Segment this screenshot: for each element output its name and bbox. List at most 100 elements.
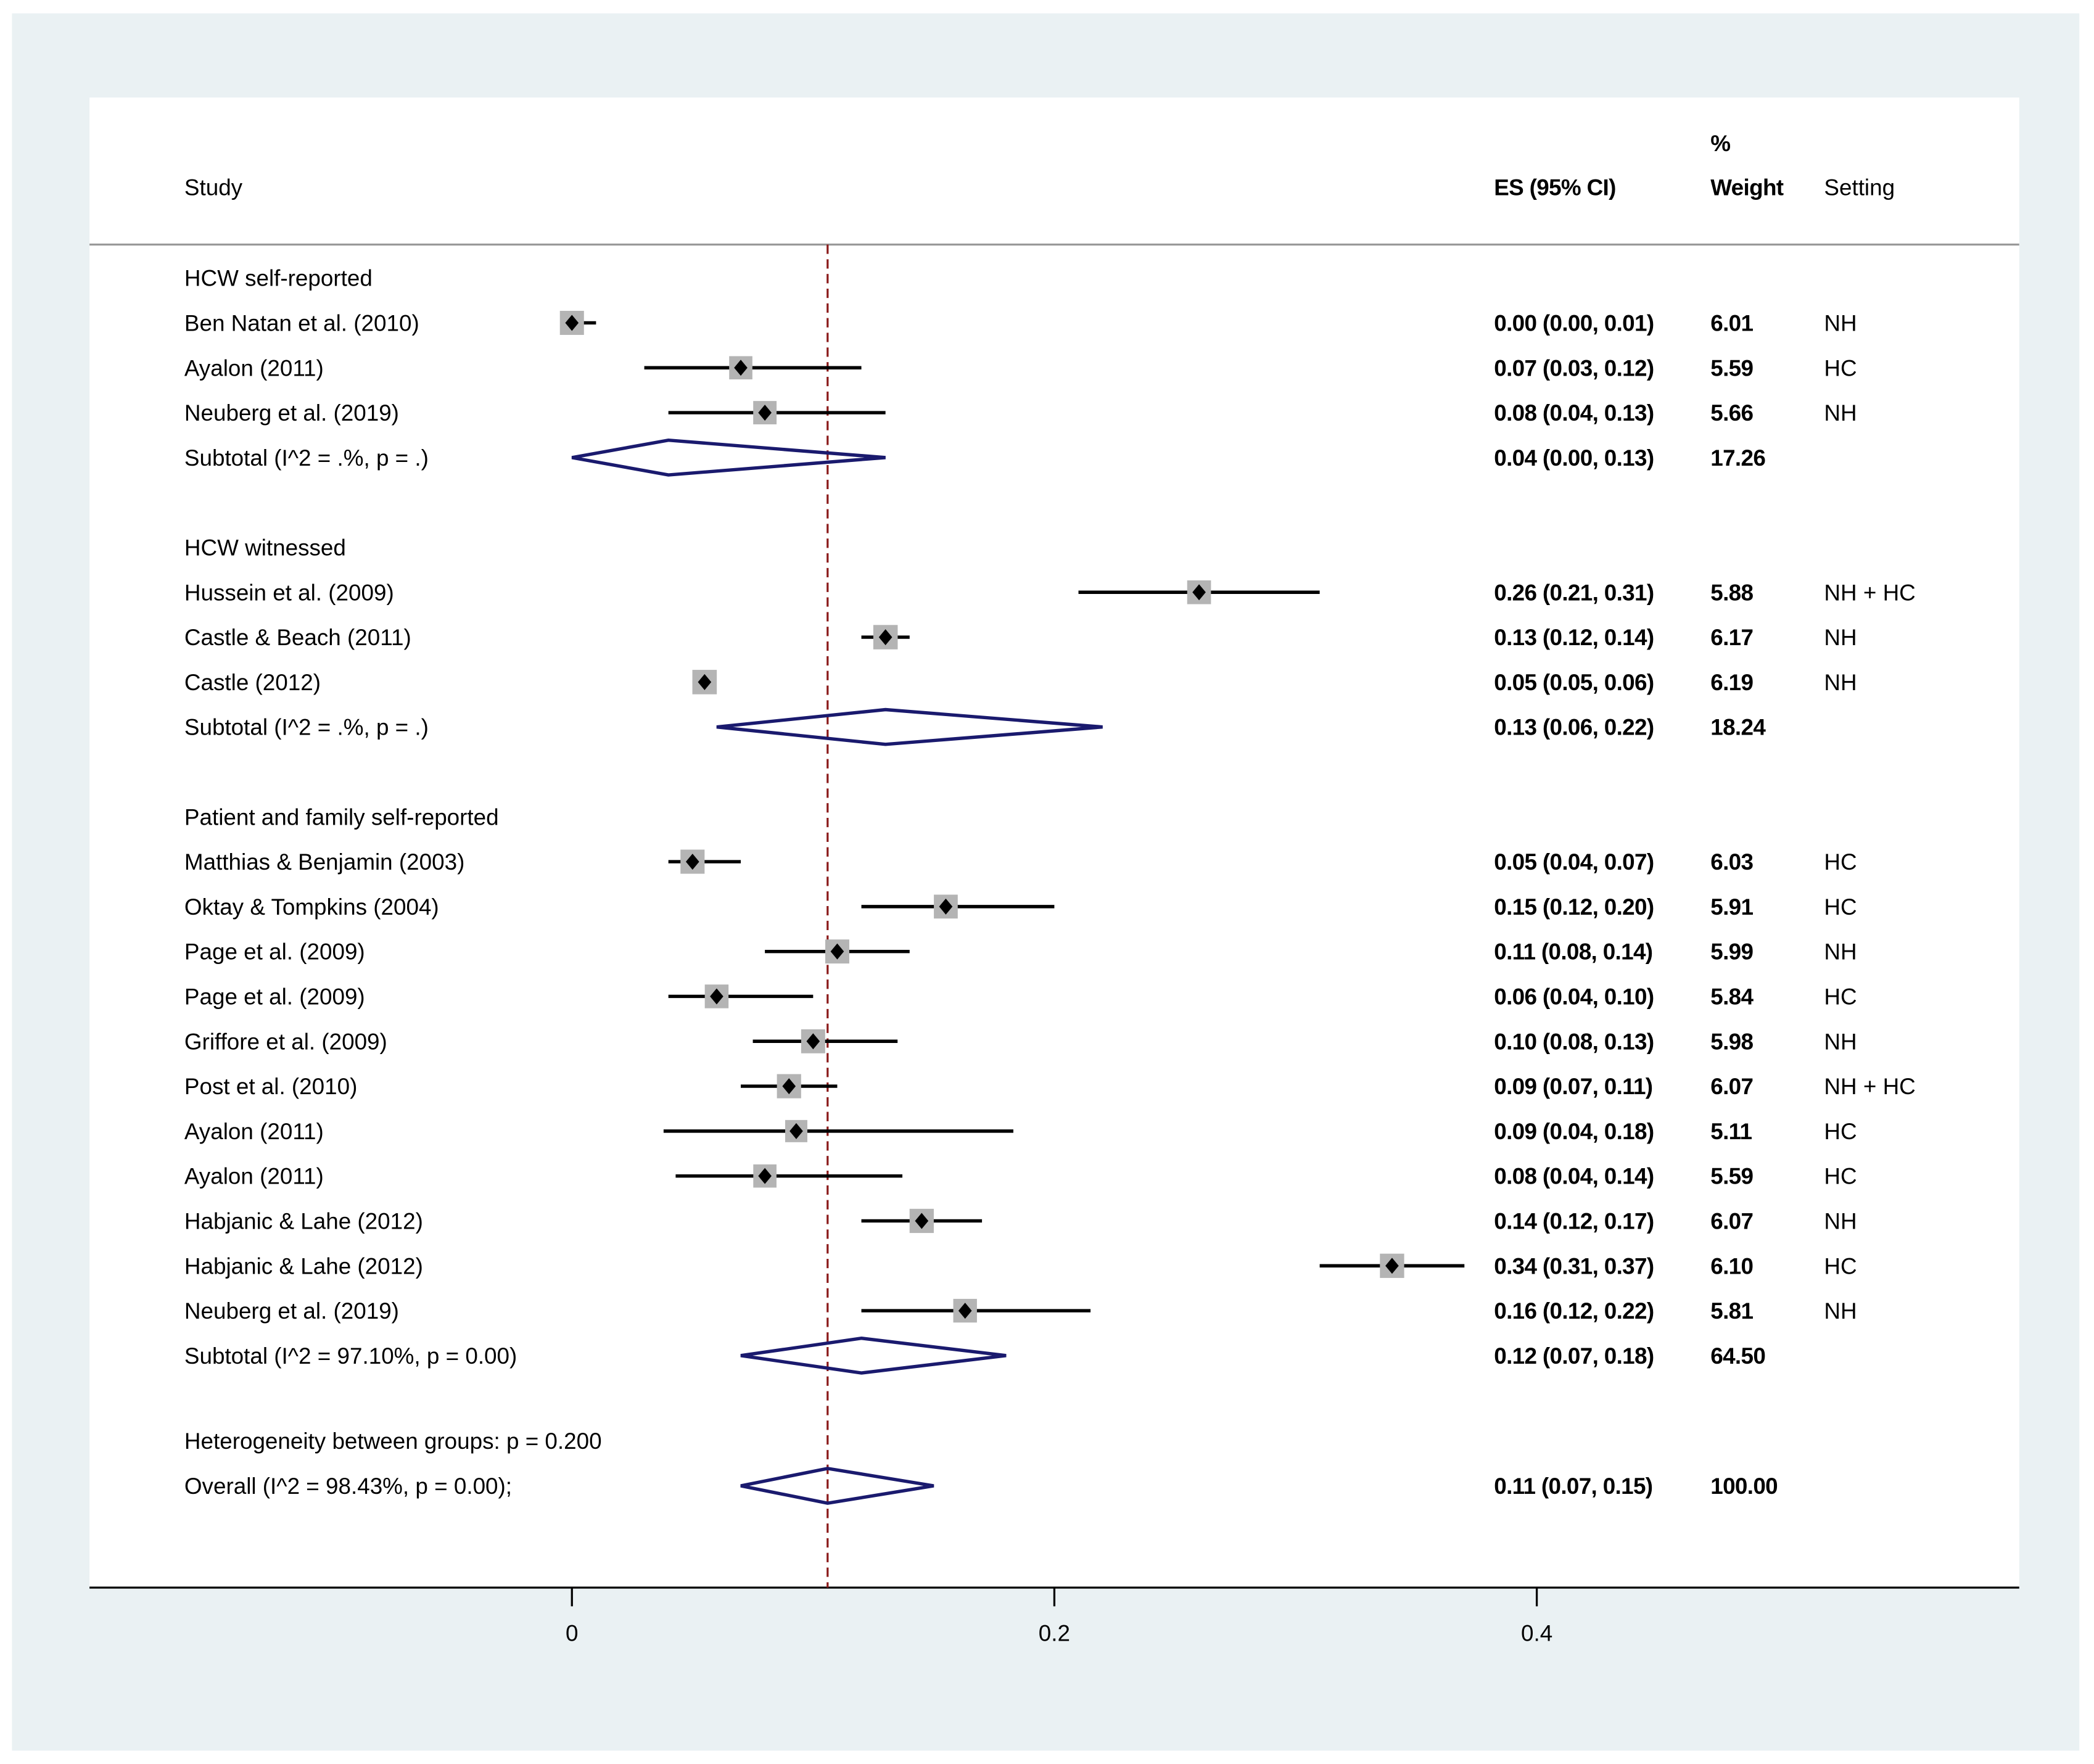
study-label: Ayalon (2011) xyxy=(184,1119,324,1144)
es-ci-text: 0.05 (0.04, 0.07) xyxy=(1494,849,1654,875)
es-ci-text: 0.16 (0.12, 0.22) xyxy=(1494,1298,1654,1324)
es-ci-text: 0.26 (0.21, 0.31) xyxy=(1494,580,1654,605)
setting-text: HC xyxy=(1824,1119,1857,1144)
x-tick-label: 0 xyxy=(566,1621,578,1646)
es-ci-text: 0.06 (0.04, 0.10) xyxy=(1494,984,1654,1009)
point-estimate xyxy=(685,854,699,870)
group-label: HCW witnessed xyxy=(184,535,346,560)
study-label: Matthias & Benjamin (2003) xyxy=(184,849,464,875)
es-ci-text: 0.12 (0.07, 0.18) xyxy=(1494,1343,1654,1369)
weight-text: 5.84 xyxy=(1710,984,1754,1009)
x-tick-label: 0.4 xyxy=(1521,1621,1552,1646)
subtotal-diamond xyxy=(571,438,886,477)
header-weight: Weight xyxy=(1710,175,1784,200)
es-ci-text: 0.15 (0.12, 0.20) xyxy=(1494,894,1654,920)
weight-text: 5.59 xyxy=(1710,355,1753,381)
weight-text: 5.59 xyxy=(1710,1164,1753,1189)
setting-text: NH xyxy=(1824,1298,1857,1324)
es-ci-text: 0.04 (0.00, 0.13) xyxy=(1494,445,1654,471)
setting-text: HC xyxy=(1824,1164,1857,1189)
point-estimate xyxy=(806,1033,820,1050)
weight-text: 64.50 xyxy=(1710,1343,1765,1369)
es-ci-text: 0.07 (0.03, 0.12) xyxy=(1494,355,1654,381)
study-label: Ayalon (2011) xyxy=(184,1164,324,1189)
point-estimate xyxy=(789,1123,803,1139)
study-label: Habjanic & Lahe (2012) xyxy=(184,1253,423,1279)
setting-text: HC xyxy=(1824,894,1857,920)
setting-text: HC xyxy=(1824,849,1857,875)
setting-text: NH xyxy=(1824,1208,1857,1234)
setting-text: NH + HC xyxy=(1824,580,1915,605)
es-ci-text: 0.05 (0.05, 0.06) xyxy=(1494,670,1654,695)
setting-text: NH xyxy=(1824,1029,1857,1054)
study-label: Hussein et al. (2009) xyxy=(184,580,394,605)
header-es: ES (95% CI) xyxy=(1494,175,1616,200)
study-label: Post et al. (2010) xyxy=(184,1074,357,1099)
subtotal-label: Subtotal (I^2 = 97.10%, p = 0.00) xyxy=(184,1343,517,1369)
study-label: Ben Natan et al. (2010) xyxy=(184,310,419,336)
weight-text: 6.03 xyxy=(1710,849,1753,875)
header-setting: Setting xyxy=(1824,175,1895,200)
es-ci-text: 0.11 (0.08, 0.14) xyxy=(1494,939,1652,965)
es-ci-text: 0.09 (0.07, 0.11) xyxy=(1494,1074,1652,1099)
point-estimate xyxy=(1385,1258,1399,1274)
study-label: Ayalon (2011) xyxy=(184,355,324,381)
weight-text: 5.99 xyxy=(1710,939,1753,965)
study-label: Neuberg et al. (2019) xyxy=(184,400,399,426)
weight-text: 6.10 xyxy=(1710,1253,1753,1279)
point-estimate xyxy=(734,360,748,376)
weight-text: 6.17 xyxy=(1710,625,1753,650)
subtotal-diamond xyxy=(740,1336,1007,1375)
header-study: Study xyxy=(184,175,243,200)
plot-region xyxy=(89,97,2019,1588)
es-ci-text: 0.00 (0.00, 0.01) xyxy=(1494,310,1654,336)
es-ci-text: 0.10 (0.08, 0.13) xyxy=(1494,1029,1654,1054)
es-ci-text: 0.08 (0.04, 0.14) xyxy=(1494,1164,1654,1189)
study-label: Castle & Beach (2011) xyxy=(184,625,411,650)
heterogeneity-label: Heterogeneity between groups: p = 0.200 xyxy=(184,1428,602,1454)
point-estimate xyxy=(565,315,579,331)
es-ci-text: 0.08 (0.04, 0.13) xyxy=(1494,400,1654,426)
point-estimate xyxy=(878,629,892,646)
weight-text: 5.66 xyxy=(1710,400,1753,426)
point-estimate xyxy=(915,1213,929,1229)
setting-text: NH xyxy=(1824,939,1857,965)
es-ci-text: 0.34 (0.31, 0.37) xyxy=(1494,1253,1654,1279)
study-label: Habjanic & Lahe (2012) xyxy=(184,1208,423,1234)
study-label: Oktay & Tompkins (2004) xyxy=(184,894,439,920)
subtotal-label: Subtotal (I^2 = .%, p = .) xyxy=(184,445,429,471)
es-ci-text: 0.13 (0.12, 0.14) xyxy=(1494,625,1654,650)
setting-text: NH + HC xyxy=(1824,1074,1915,1099)
weight-text: 6.01 xyxy=(1710,310,1753,336)
x-tick-label: 0.2 xyxy=(1039,1621,1070,1646)
group-label: Patient and family self-reported xyxy=(184,804,499,830)
setting-text: HC xyxy=(1824,355,1857,381)
study-label: Page et al. (2009) xyxy=(184,939,365,965)
point-estimate xyxy=(698,674,712,690)
weight-text: 100.00 xyxy=(1710,1473,1778,1499)
header-weight-top: % xyxy=(1710,131,1730,156)
setting-text: HC xyxy=(1824,984,1857,1009)
weight-text: 5.11 xyxy=(1710,1119,1752,1144)
weight-text: 6.19 xyxy=(1710,670,1753,695)
study-label: Neuberg et al. (2019) xyxy=(184,1298,399,1324)
setting-text: NH xyxy=(1824,670,1857,695)
setting-text: NH xyxy=(1824,400,1857,426)
study-label: Castle (2012) xyxy=(184,670,321,695)
weight-text: 6.07 xyxy=(1710,1074,1753,1099)
setting-text: NH xyxy=(1824,625,1857,650)
setting-text: NH xyxy=(1824,310,1857,336)
overall-diamond xyxy=(740,1467,934,1505)
es-ci-text: 0.14 (0.12, 0.17) xyxy=(1494,1208,1654,1234)
point-estimate xyxy=(782,1078,796,1095)
weight-text: 5.98 xyxy=(1710,1029,1753,1054)
setting-text: HC xyxy=(1824,1253,1857,1279)
subtotal-label: Subtotal (I^2 = .%, p = .) xyxy=(184,715,429,740)
es-ci-text: 0.09 (0.04, 0.18) xyxy=(1494,1119,1654,1144)
weight-text: 18.24 xyxy=(1710,715,1766,740)
point-estimate xyxy=(958,1303,972,1319)
group-label: HCW self-reported xyxy=(184,266,373,291)
overall-label: Overall (I^2 = 98.43%, p = 0.00); xyxy=(184,1473,512,1499)
point-estimate xyxy=(710,988,723,1005)
